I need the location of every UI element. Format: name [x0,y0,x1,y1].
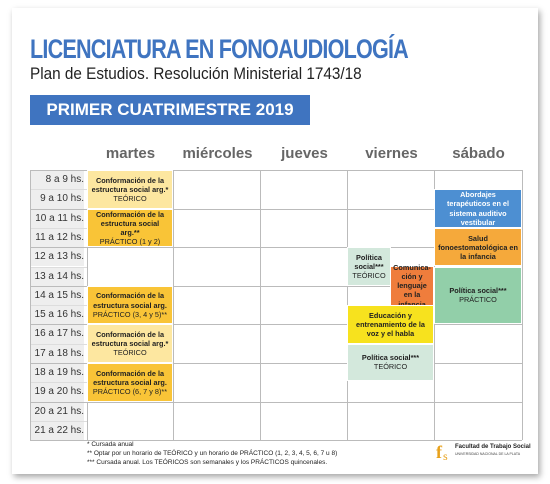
block-detail: TEÓRICO [373,362,408,372]
class-block: Política social*** PRÁCTICO [434,266,522,325]
subtitle: Plan de Estudios. Resolución Ministerial… [30,64,362,83]
banner: PRIMER CUATRIMESTRE 2019 [30,95,310,125]
grid-line [173,170,174,440]
block-detail: TEÓRICO [352,271,386,281]
grid-line [260,170,261,440]
grid-line [30,363,522,364]
grid-line [30,440,522,442]
grid-line [30,382,87,384]
class-block: Política social*** TEÓRICO [347,343,434,382]
class-block: Conformación de la estructura social arg… [87,363,173,402]
footnote: *** Cursada anual. Los TEÓRICOS son sema… [87,459,328,466]
svg-text:s: s [443,449,448,463]
block-title: Conformación de la estructura social arg… [91,330,169,349]
class-block: Política social*** TEÓRICO [347,247,391,286]
day-header: miércoles [182,145,253,162]
logo-university: UNIVERSIDAD NACIONAL DE LA PLATA [455,452,521,456]
block-detail: PRÁCTICO (1 y 2) [99,237,161,246]
grid-line [30,420,87,422]
grid-line [30,324,522,326]
time-label: 15 a 16 hs. [30,305,84,325]
grid-line [30,266,87,268]
time-label: 10 a 11 hs. [30,208,84,228]
time-label: 16 a 17 hs. [30,324,84,344]
time-label: 9 a 10 hs. [30,189,84,209]
time-label: 19 a 20 hs. [30,382,84,402]
block-title: Conformación de la estructura social arg… [91,175,169,194]
block-title: Comunica-ción y lenguaje en la infancia [393,263,431,308]
block-title: Política social*** [361,353,420,363]
title: LICENCIATURA EN FONOAUDIOLOGÍA [30,34,409,64]
class-block: Conformación de la estructura social arg… [87,324,173,363]
footnote: ** Optar por un horario de TEÓRICO y un … [87,450,338,457]
class-block: Abordajes terapéuticos en el sistema aud… [434,189,522,228]
block-detail: TEÓRICO [113,348,147,358]
class-block: Conformación de la estructura social arg… [87,208,173,248]
class-block: Conformación de la estructura social arg… [87,170,173,209]
grid-line [30,208,522,210]
class-block: Salud fonoestomatológica en la infancia [434,227,522,267]
block-detail: TEÓRICO [113,193,147,203]
logo-name: Facultad de Trabajo Social [455,444,531,450]
block-title: Salud fonoestomatológica en la infancia [438,233,518,261]
block-detail: PRÁCTICO (6, 7 y 8)** [92,386,168,396]
footnote: * Cursada anual [87,441,134,448]
grid-line [30,305,87,307]
block-title: Política social*** [354,252,384,271]
grid-line [30,401,522,403]
block-title: Educación y entrenamiento de la voz y el… [356,310,425,338]
time-label: 12 a 13 hs. [30,247,84,267]
time-label: 20 a 21 hs. [30,401,84,421]
time-label: 21 a 22 hs. [30,420,84,441]
day-header: jueves [281,145,328,162]
class-block: Educación y entrenamiento de la voz y el… [347,305,434,344]
class-block: Conformación de la estructura social arg… [87,285,173,325]
time-label: 18 a 19 hs. [30,363,84,383]
day-header: martes [105,145,156,162]
day-header: sábado [452,145,505,162]
class-block: Comunica-ción y lenguaje en la infancia [390,263,434,309]
time-label: 17 a 18 hs. [30,343,84,363]
svg-text:f: f [436,442,443,462]
time-label: 14 a 15 hs. [30,285,84,306]
time-label: 8 a 9 hs. [30,170,84,190]
block-title: Abordajes terapéuticos en el sistema aud… [446,190,510,227]
grid-line [30,170,31,440]
block-title: Conformación de la estructura social arg… [93,291,167,310]
time-label: 11 a 12 hs. [30,227,84,248]
block-detail: PRÁCTICO (3, 4 y 5)** [92,309,168,319]
grid-line [30,189,87,191]
block-title: Política social*** [449,286,507,296]
grid-line [30,170,522,171]
grid-line [522,170,523,440]
grid-line [30,247,522,249]
grid-line [30,343,87,345]
day-header: viernes [365,145,418,162]
time-label: 13 a 14 hs. [30,266,84,286]
block-title: Conformación de la estructura social arg… [93,368,167,387]
grid-line [30,227,87,229]
grid-line [30,285,522,287]
block-title: Conformación de la estructura social arg… [95,209,165,237]
block-detail: PRÁCTICO [459,295,497,305]
